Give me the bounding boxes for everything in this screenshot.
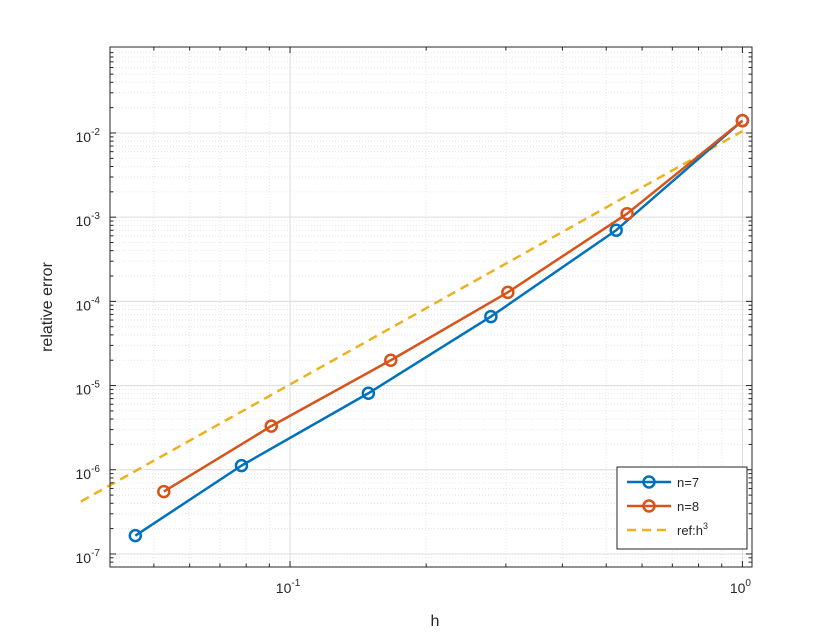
series-line-n-7 — [134, 119, 744, 537]
axes-box — [109, 46, 753, 568]
data-point — [484, 309, 498, 324]
data-point — [234, 458, 249, 473]
data-point — [264, 419, 279, 433]
legend-marker — [642, 475, 656, 489]
legend-box — [616, 466, 748, 550]
data-point — [501, 285, 515, 300]
y-tick-label: 10-7 — [76, 548, 101, 566]
legend-marker — [642, 499, 656, 513]
legend-label: n=8 — [677, 499, 699, 514]
x-tick-label: 10-1 — [276, 578, 301, 596]
series-layer — [80, 113, 750, 543]
legend-label: n=7 — [677, 475, 699, 490]
y-tick-label: 10-2 — [76, 127, 101, 145]
ticks: 10-1 100 10-7 10-6 10-5 10-4 10-3 10-2 — [76, 47, 752, 596]
series-line-n-8 — [163, 119, 744, 493]
legend: n=7 n=8 ref:h3 — [616, 466, 748, 550]
data-point — [735, 113, 750, 128]
data-point — [157, 484, 171, 499]
data-point — [384, 353, 398, 367]
data-point — [361, 386, 376, 401]
series-line-ref-h — [80, 130, 744, 503]
y-axis-label: relative error — [39, 261, 56, 351]
y-tick-label: 10-6 — [76, 464, 101, 482]
data-point — [620, 206, 634, 221]
data-point — [128, 528, 143, 543]
x-tick-label: 100 — [730, 578, 752, 596]
x-axis-label: h — [431, 613, 440, 630]
grid — [109, 47, 752, 568]
y-tick-label: 10-3 — [76, 211, 101, 229]
data-point — [609, 223, 623, 237]
y-tick-label: 10-5 — [76, 380, 101, 398]
y-tick-label: 10-4 — [76, 295, 101, 313]
legend-label: ref:h3 — [677, 521, 708, 538]
